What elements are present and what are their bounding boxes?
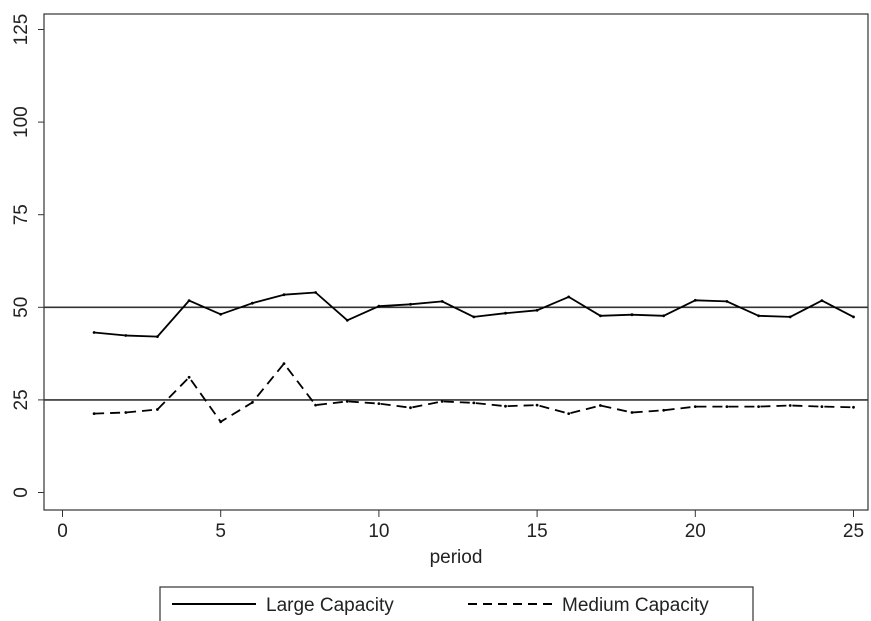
data-point-large-capacity-9 xyxy=(345,318,349,322)
data-point-medium-capacity-1 xyxy=(92,412,96,415)
data-point-large-capacity-15 xyxy=(535,308,539,312)
legend-label-medium-capacity: Medium Capacity xyxy=(562,595,709,616)
data-point-medium-capacity-12 xyxy=(440,400,444,403)
series-layer xyxy=(92,291,855,424)
legend-label-large-capacity: Large Capacity xyxy=(266,595,394,616)
x-tick-label-15: 15 xyxy=(527,521,548,542)
y-axis: 0 25 50 75 100 125 xyxy=(11,14,44,498)
data-point-large-capacity-3 xyxy=(156,335,159,338)
data-point-large-capacity-19 xyxy=(662,314,666,318)
data-point-large-capacity-5 xyxy=(219,312,223,316)
data-point-medium-capacity-4 xyxy=(187,375,191,379)
data-point-large-capacity-10 xyxy=(377,304,381,308)
data-point-large-capacity-18 xyxy=(630,313,634,317)
y-tick-label-75: 75 xyxy=(11,204,32,225)
x-tick-label-5: 5 xyxy=(215,521,226,542)
data-point-medium-capacity-7 xyxy=(282,362,286,365)
data-point-large-capacity-24 xyxy=(820,299,824,302)
y-tick-label-125: 125 xyxy=(11,14,32,46)
data-point-large-capacity-16 xyxy=(567,295,571,299)
data-point-large-capacity-17 xyxy=(599,314,602,318)
x-axis: 0 5 10 15 20 25 xyxy=(57,510,864,542)
data-point-medium-capacity-25 xyxy=(852,405,855,409)
data-point-large-capacity-4 xyxy=(187,299,191,302)
data-point-large-capacity-25 xyxy=(852,315,855,319)
data-point-medium-capacity-22 xyxy=(757,405,760,408)
data-point-medium-capacity-2 xyxy=(124,411,128,414)
data-point-medium-capacity-13 xyxy=(472,401,476,405)
data-point-large-capacity-20 xyxy=(693,298,697,302)
x-tick-label-25: 25 xyxy=(843,521,864,542)
x-tick-label-0: 0 xyxy=(57,521,68,542)
x-tick-label-20: 20 xyxy=(685,521,706,542)
data-point-medium-capacity-3 xyxy=(156,408,159,411)
data-point-large-capacity-21 xyxy=(725,300,729,303)
x-tick-label-10: 10 xyxy=(368,521,389,542)
data-point-large-capacity-2 xyxy=(124,334,128,337)
data-point-medium-capacity-18 xyxy=(630,411,634,414)
data-point-large-capacity-7 xyxy=(282,293,286,297)
data-point-medium-capacity-16 xyxy=(567,412,571,415)
x-axis-title: period xyxy=(430,547,483,568)
data-point-medium-capacity-17 xyxy=(599,404,602,407)
data-point-medium-capacity-15 xyxy=(535,403,539,407)
data-point-large-capacity-1 xyxy=(92,331,96,334)
y-tick-label-50: 50 xyxy=(11,297,32,318)
legend: Large Capacity Medium Capacity xyxy=(159,586,754,621)
data-point-large-capacity-12 xyxy=(440,300,444,303)
data-point-large-capacity-23 xyxy=(788,315,792,319)
data-point-large-capacity-8 xyxy=(314,291,317,294)
data-point-medium-capacity-11 xyxy=(409,406,412,410)
data-point-medium-capacity-19 xyxy=(662,408,666,412)
data-point-medium-capacity-6 xyxy=(250,401,254,404)
data-point-medium-capacity-9 xyxy=(345,400,349,403)
data-point-large-capacity-22 xyxy=(757,314,760,318)
data-point-large-capacity-6 xyxy=(250,301,254,305)
data-point-medium-capacity-24 xyxy=(820,405,824,408)
data-point-medium-capacity-8 xyxy=(314,403,317,407)
y-tick-label-0: 0 xyxy=(11,487,32,498)
y-tick-label-100: 100 xyxy=(11,106,32,138)
data-point-medium-capacity-10 xyxy=(377,402,381,405)
data-point-large-capacity-14 xyxy=(504,311,507,315)
y-tick-label-25: 25 xyxy=(11,389,32,410)
data-point-large-capacity-13 xyxy=(472,315,476,319)
data-point-medium-capacity-20 xyxy=(693,405,697,408)
data-point-medium-capacity-5 xyxy=(219,420,223,424)
data-point-medium-capacity-23 xyxy=(788,404,792,407)
data-point-medium-capacity-14 xyxy=(504,404,507,408)
data-point-large-capacity-11 xyxy=(409,302,412,306)
legend-box xyxy=(159,586,754,621)
data-point-medium-capacity-21 xyxy=(725,405,729,408)
plot-frame xyxy=(43,13,869,511)
